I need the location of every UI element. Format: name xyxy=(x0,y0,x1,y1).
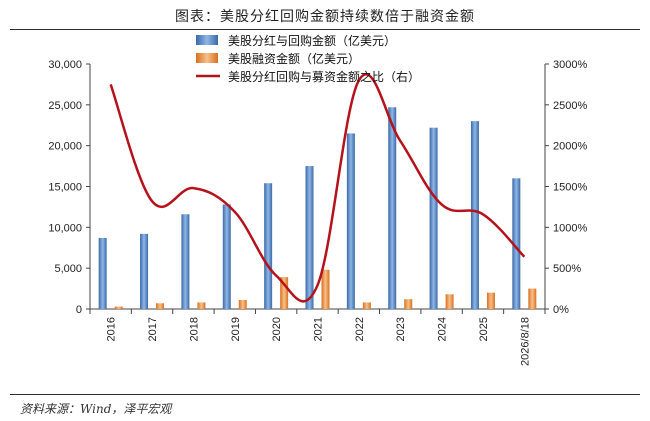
financing-bar xyxy=(280,277,289,309)
right-tick-label: 2500% xyxy=(553,100,587,112)
x-category-label: 2020 xyxy=(271,317,283,341)
left-tick-label: 10,000 xyxy=(48,222,82,234)
left-tick-label: 0 xyxy=(76,304,82,316)
financing-bar xyxy=(404,299,413,309)
financing-bar xyxy=(156,303,165,309)
financing-bar xyxy=(321,269,330,309)
financing-bar xyxy=(238,300,247,309)
chart-title: 图表：美股分红回购金额持续数倍于融资金额 xyxy=(175,9,475,25)
right-tick-label: 3000% xyxy=(553,59,587,71)
buyback-bar xyxy=(222,204,231,309)
right-tick-label: 500% xyxy=(553,263,581,275)
x-category-label: 2018 xyxy=(188,317,200,341)
x-category-label: 2021 xyxy=(313,317,325,341)
x-category-label: 2017 xyxy=(147,317,159,341)
x-category-label: 2026/8/18 xyxy=(519,317,531,366)
legend-label: 美股融资金额（亿美元） xyxy=(228,51,360,66)
financing-bar xyxy=(114,306,123,309)
bars xyxy=(98,107,537,310)
legend-label: 美股分红与回购金额（亿美元） xyxy=(228,33,396,48)
buyback-bar xyxy=(140,233,149,309)
buyback-bar xyxy=(264,183,273,309)
buyback-bar xyxy=(346,133,355,309)
x-category-label: 2024 xyxy=(437,317,449,341)
top-rule xyxy=(10,29,640,30)
x-category-label: 2016 xyxy=(106,317,118,341)
buyback-bar xyxy=(470,121,479,310)
x-category-label: 2019 xyxy=(230,317,242,341)
financing-bar xyxy=(197,302,206,309)
left-tick-label: 25,000 xyxy=(48,100,82,112)
financing-bar xyxy=(486,292,495,309)
bottom-rule xyxy=(10,394,640,395)
financing-bar xyxy=(362,302,371,309)
ratio-line-group xyxy=(109,72,526,303)
right-tick-label: 1500% xyxy=(553,182,587,194)
buyback-bar xyxy=(305,166,314,309)
financing-bar xyxy=(445,294,454,309)
right-tick-label: 0% xyxy=(553,304,569,316)
tick-labels: 0 5,000 10,000 15,000 20,000 25,000 30,000 0% 50… xyxy=(48,59,587,366)
left-tick-label: 20,000 xyxy=(48,141,82,153)
x-category-label: 2025 xyxy=(478,317,490,341)
buyback-bar xyxy=(429,127,438,309)
legend-swatch-financing xyxy=(196,53,218,63)
buyback-bar xyxy=(512,178,521,309)
ratio-line xyxy=(109,72,526,303)
right-tick-label: 1000% xyxy=(553,222,587,234)
buyback-bar xyxy=(181,214,190,309)
axes xyxy=(86,63,549,314)
legend-label: 美股分红回购与募资金额之比（右） xyxy=(228,69,420,84)
x-category-label: 2023 xyxy=(395,317,407,341)
left-tick-label: 15,000 xyxy=(48,182,82,194)
buyback-bar xyxy=(98,237,107,309)
left-tick-label: 30,000 xyxy=(48,59,82,71)
right-tick-label: 2000% xyxy=(553,141,587,153)
buyback-bar xyxy=(388,107,397,310)
legend: 美股分红与回购金额（亿美元） 美股融资金额（亿美元） 美股分红回购与募资金额之比（右… xyxy=(196,33,420,84)
x-category-label: 2022 xyxy=(354,317,366,341)
financing-bar xyxy=(528,288,537,309)
legend-swatch-buyback xyxy=(196,35,218,45)
source-note: 资料来源：Wind，泽平宏观 xyxy=(20,402,172,416)
left-tick-label: 5,000 xyxy=(54,263,82,275)
